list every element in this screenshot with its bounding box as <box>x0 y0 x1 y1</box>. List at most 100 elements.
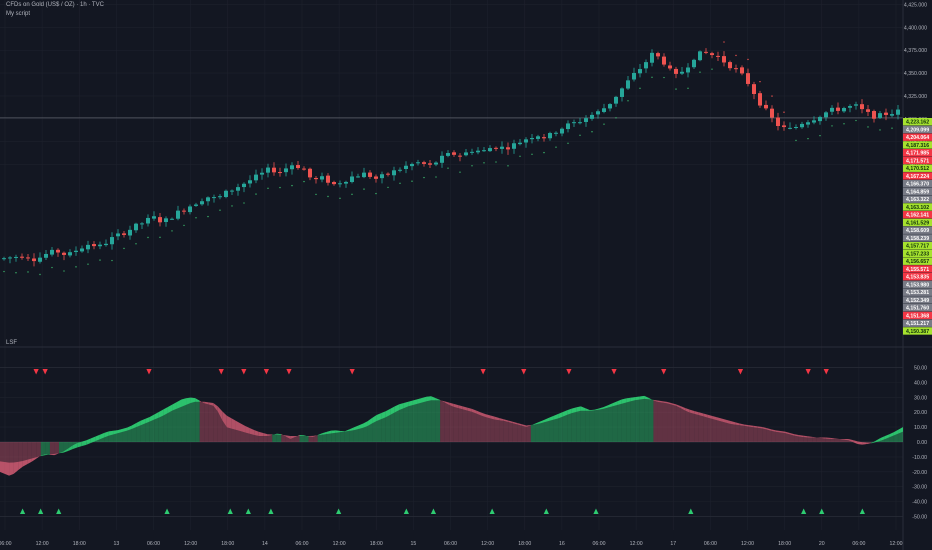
candle-body <box>332 182 336 185</box>
osc-area-segment <box>417 397 423 442</box>
osc-cloud-segment <box>558 412 563 419</box>
trail-dot <box>783 111 785 113</box>
osc-cloud-segment <box>471 408 477 414</box>
candle-body <box>608 104 612 109</box>
symbol-title[interactable]: CFDs on Gold (US$ / OZ) · 1h · TVC <box>6 2 104 8</box>
osc-cloud-segment <box>721 418 727 423</box>
osc-cloud-segment <box>812 436 817 438</box>
osc-area-segment <box>304 435 309 442</box>
buy-signal-triangle <box>164 508 170 514</box>
osc-cloud-segment <box>848 439 854 443</box>
osc-area-segment <box>431 396 436 442</box>
osc-cloud-segment <box>285 435 291 439</box>
osc-cloud-segment <box>444 401 450 405</box>
trail-dot <box>723 41 725 43</box>
osc-area-segment <box>299 435 305 442</box>
osc-cloud-segment <box>95 434 100 442</box>
price-tag-label: 4,153.835 <box>906 275 929 281</box>
time-tick-label: 12:00 <box>333 541 346 547</box>
sell-signal-triangle <box>611 369 617 375</box>
candle-body <box>602 108 606 112</box>
osc-cloud-segment <box>335 430 341 433</box>
candle-body <box>758 93 762 106</box>
osc-area-segment <box>176 399 182 442</box>
osc-area-segment <box>349 427 354 442</box>
osc-cloud-segment <box>521 424 527 427</box>
time-axis[interactable]: 06:00 12:00 18:00 13 06:00 12:00 18:00 14 06:00 1… <box>0 541 903 547</box>
osc-cloud-segment <box>844 439 849 441</box>
osc-cloud-segment <box>866 442 872 445</box>
trail-dot <box>423 176 425 179</box>
price-tag-bg <box>903 311 932 320</box>
osc-cloud-segment <box>181 398 187 407</box>
price-tag-label: 4,209.099 <box>906 127 929 133</box>
price-tag-label: 4,223.162 <box>906 120 929 126</box>
osc-cloud-segment <box>235 420 241 432</box>
candle-body <box>392 170 396 176</box>
time-tick-label: 12:00 <box>630 541 643 547</box>
trail-dot <box>867 126 869 128</box>
osc-cloud-segment <box>86 438 91 445</box>
trail-dot <box>699 71 701 73</box>
candle-body <box>20 256 24 258</box>
candle-body <box>182 210 186 212</box>
trail-dot <box>435 176 437 178</box>
osc-cloud-segment <box>140 418 146 426</box>
osc-area-segment <box>458 408 463 442</box>
osc-cloud-segment <box>780 430 786 434</box>
osc-area-segment <box>608 403 613 442</box>
osc-area-segment <box>771 430 776 442</box>
osc-area-segment <box>308 436 314 442</box>
oscillator-plot[interactable] <box>0 367 903 517</box>
candle-body <box>452 152 456 155</box>
candle-body <box>470 151 474 153</box>
osc-area-segment <box>757 427 763 442</box>
candle-body <box>698 51 702 61</box>
osc-cloud-segment <box>390 406 395 415</box>
price-tag-bg <box>903 211 932 219</box>
price-plot[interactable] <box>0 41 903 276</box>
osc-cloud-segment <box>671 403 677 406</box>
trail-dot <box>447 167 449 169</box>
candle-body <box>2 258 6 260</box>
osc-tick-label: -30.00 <box>912 485 927 491</box>
osc-cloud-segment <box>199 400 205 404</box>
osc-cloud-segment <box>567 408 572 415</box>
script-name[interactable]: My script <box>6 11 30 17</box>
price-tag-label: 4,151.217 <box>906 321 929 327</box>
candle-body <box>320 176 324 180</box>
time-tick-label: 18:00 <box>370 541 383 547</box>
osc-cloud-segment <box>517 422 522 426</box>
osc-area-segment <box>803 437 808 442</box>
sell-signal-triangle <box>349 369 355 375</box>
osc-area-segment <box>272 433 277 442</box>
osc-area-segment <box>508 421 513 442</box>
price-tag-bg <box>903 304 932 312</box>
candle-body <box>362 172 366 178</box>
sell-signal-triangle <box>241 369 247 375</box>
osc-cloud-segment <box>331 430 336 434</box>
osc-cloud-segment <box>372 415 377 424</box>
candle-body <box>38 257 42 262</box>
candle-body <box>32 258 36 262</box>
osc-cloud-segment <box>662 401 668 404</box>
osc-cloud-segment <box>775 430 781 433</box>
price-tag-label: 4,171.571 <box>906 158 929 164</box>
trail-dot <box>843 123 845 125</box>
sell-signal-triangle <box>33 369 39 375</box>
osc-cloud-segment <box>226 415 232 429</box>
sell-signal-triangle <box>263 369 269 375</box>
candle-body <box>800 123 804 128</box>
osc-cloud-segment <box>726 419 731 424</box>
osc-cloud-segment <box>249 428 255 435</box>
osc-cloud-segment <box>36 455 41 459</box>
trail-dot <box>531 153 533 155</box>
indicator-name[interactable]: LSF <box>6 340 18 346</box>
candle-body <box>344 181 348 184</box>
osc-cloud-segment <box>739 423 745 426</box>
osc-cloud-segment <box>789 432 795 436</box>
osc-cloud-segment <box>580 406 586 411</box>
osc-cloud-segment <box>158 409 164 418</box>
time-tick-label: 06:00 <box>444 541 457 547</box>
